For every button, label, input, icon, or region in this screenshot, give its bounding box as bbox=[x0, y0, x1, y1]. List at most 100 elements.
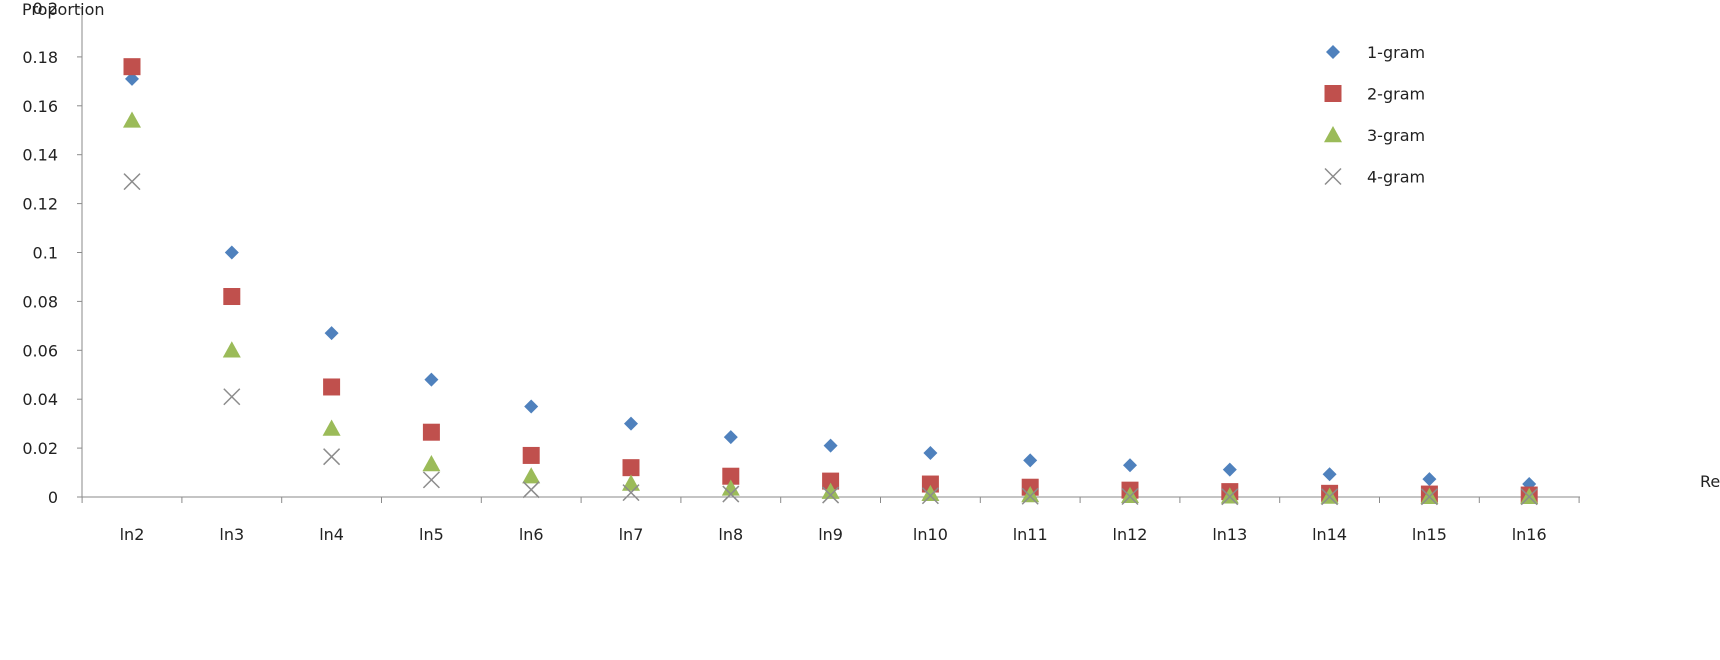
data-point bbox=[422, 423, 440, 441]
y-tick-label: 0.02 bbox=[22, 439, 58, 458]
data-point bbox=[923, 445, 938, 460]
data-point bbox=[821, 482, 840, 499]
legend: 1-gram 2-gram 3-gram 4-gram bbox=[1324, 43, 1425, 187]
legend-marker bbox=[1324, 167, 1342, 186]
data-point bbox=[1121, 487, 1139, 506]
y-axis-ticks: 0 0.02 0.04 0.06 0.08 0.1 0.12 0.14 0.16 0.18 0.2 bbox=[22, 0, 82, 507]
data-point bbox=[1422, 472, 1437, 487]
x-tick-label: ln5 bbox=[419, 525, 444, 544]
data-point bbox=[1321, 488, 1339, 506]
data-point bbox=[125, 71, 139, 86]
data-point bbox=[422, 471, 440, 489]
series-1-gram bbox=[125, 71, 1537, 492]
data-point bbox=[1021, 487, 1039, 505]
data-point bbox=[324, 326, 339, 341]
legend-item: 2-gram bbox=[1324, 85, 1425, 104]
y-tick-label: 0.1 bbox=[33, 244, 58, 263]
data-point bbox=[921, 484, 940, 502]
data-point bbox=[323, 448, 341, 466]
data-point bbox=[622, 474, 640, 491]
x-tick-label: ln16 bbox=[1512, 525, 1547, 544]
data-point bbox=[224, 245, 239, 260]
series-2-gram bbox=[123, 58, 1538, 504]
series-4-gram bbox=[123, 173, 1538, 506]
data-point bbox=[524, 399, 539, 414]
data-point bbox=[1320, 487, 1339, 504]
x-tick-label: ln14 bbox=[1312, 525, 1347, 544]
x-tick-label: ln7 bbox=[619, 525, 644, 544]
data-point bbox=[722, 467, 740, 485]
legend-item: 3-gram bbox=[1324, 126, 1425, 145]
data-point bbox=[822, 486, 840, 504]
legend-marker bbox=[1326, 45, 1340, 59]
data-point bbox=[1123, 458, 1137, 473]
data-point bbox=[1121, 486, 1139, 503]
y-tick-label: 0.08 bbox=[22, 292, 58, 311]
data-point bbox=[1221, 488, 1239, 506]
legend-marker bbox=[1324, 85, 1342, 102]
data-point bbox=[223, 288, 241, 306]
data-point bbox=[1023, 453, 1038, 468]
data-point bbox=[1420, 488, 1438, 506]
y-tick-label: 0.06 bbox=[22, 341, 58, 360]
legend-label: 3-gram bbox=[1367, 126, 1425, 145]
data-point bbox=[322, 419, 341, 436]
legend-item: 1-gram bbox=[1326, 43, 1425, 62]
data-point bbox=[823, 438, 838, 453]
data-point bbox=[1322, 467, 1337, 482]
legend-label: 1-gram bbox=[1367, 43, 1425, 62]
x-tick-label: ln12 bbox=[1113, 525, 1148, 544]
data-point bbox=[123, 173, 141, 191]
data-point bbox=[622, 459, 640, 477]
x-axis-ticks: ln2 ln3 ln4 ln5 ln6 ln7 ln8 ln9 ln10 ln11 ln12 ln13… bbox=[81, 497, 1580, 544]
data-point bbox=[1222, 462, 1237, 477]
x-tick-label: ln3 bbox=[219, 525, 244, 544]
data-point bbox=[424, 372, 439, 387]
x-tick-label: ln4 bbox=[319, 525, 344, 544]
y-tick-label: 0.04 bbox=[22, 390, 58, 409]
legend-label: 2-gram bbox=[1367, 85, 1425, 104]
data-points bbox=[123, 58, 1539, 506]
x-tick-label: ln15 bbox=[1412, 525, 1447, 544]
x-tick-label: ln11 bbox=[1013, 525, 1048, 544]
data-point bbox=[721, 479, 740, 496]
data-point bbox=[323, 378, 341, 396]
legend-marker bbox=[1324, 126, 1342, 143]
data-point bbox=[722, 485, 740, 503]
legend-item: 4-gram bbox=[1324, 167, 1425, 187]
data-point bbox=[223, 388, 241, 406]
axes bbox=[81, 8, 1580, 498]
y-tick-label: 0.2 bbox=[33, 0, 58, 18]
data-point bbox=[522, 481, 540, 499]
y-tick-label: 0.14 bbox=[22, 146, 58, 165]
y-tick-label: 0.16 bbox=[22, 97, 58, 116]
x-tick-label: ln10 bbox=[913, 525, 948, 544]
data-point bbox=[422, 454, 441, 472]
x-tick-label: ln9 bbox=[818, 525, 843, 544]
series-3-gram bbox=[123, 111, 1539, 504]
x-axis-title: Re bbox=[1700, 472, 1720, 491]
data-point bbox=[921, 475, 939, 493]
data-point bbox=[522, 467, 541, 484]
x-tick-label: ln2 bbox=[120, 525, 145, 544]
data-point bbox=[624, 416, 638, 431]
legend-label: 4-gram bbox=[1367, 168, 1425, 187]
y-tick-label: 0 bbox=[48, 488, 58, 507]
x-tick-label: ln13 bbox=[1212, 525, 1247, 544]
data-point bbox=[123, 58, 141, 76]
x-tick-label: ln6 bbox=[519, 525, 544, 544]
data-point bbox=[822, 472, 840, 490]
x-tick-label: ln8 bbox=[718, 525, 743, 544]
data-point bbox=[723, 430, 738, 445]
data-point bbox=[1520, 488, 1538, 506]
data-point bbox=[622, 484, 640, 502]
data-point bbox=[1220, 487, 1239, 504]
data-point bbox=[921, 487, 939, 505]
data-point bbox=[1021, 486, 1040, 503]
data-point bbox=[222, 341, 241, 358]
y-tick-label: 0.12 bbox=[22, 195, 58, 214]
y-tick-label: 0.18 bbox=[22, 48, 58, 67]
y-axis-title: Proportion bbox=[22, 0, 105, 19]
data-point bbox=[123, 111, 141, 128]
